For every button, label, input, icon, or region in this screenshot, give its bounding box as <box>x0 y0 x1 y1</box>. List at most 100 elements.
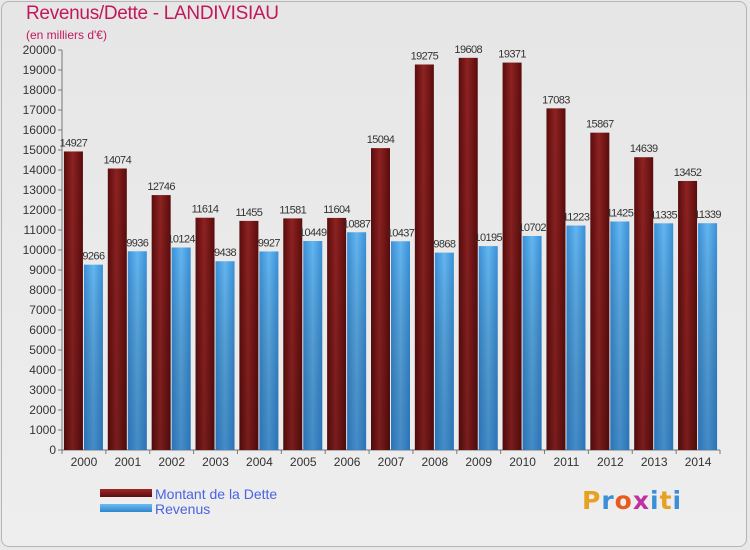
bar-revenus-shade <box>215 261 235 450</box>
y-tick-label: 20000 <box>23 43 57 57</box>
y-tick-label: 2000 <box>29 403 56 417</box>
data-label-revenus: 9266 <box>82 251 105 263</box>
bar-dette-shade <box>327 217 347 450</box>
bar-dette-shade <box>546 108 566 450</box>
data-label-revenus: 10887 <box>343 218 371 230</box>
logo-letter: x <box>632 486 650 515</box>
y-tick-label: 6000 <box>29 323 56 337</box>
bar-revenus-shade <box>698 223 718 450</box>
x-tick-label: 2002 <box>158 455 185 469</box>
logo-letter: P <box>582 486 602 515</box>
y-tick-label: 12000 <box>23 203 57 217</box>
y-tick-label: 5000 <box>29 343 56 357</box>
x-tick-label: 2010 <box>509 455 536 469</box>
chart-subtitle: (en milliers d'€) <box>26 28 107 42</box>
bar-dette-shade <box>239 220 259 450</box>
bar-revenus-shade <box>303 241 323 450</box>
data-label-dette: 19608 <box>454 44 482 56</box>
bar-dette-shade <box>678 180 698 450</box>
data-label-revenus: 10449 <box>299 227 327 239</box>
data-label-revenus: 10124 <box>167 234 195 246</box>
legend-swatch-dette <box>100 489 152 497</box>
bar-revenus-shade <box>127 251 147 450</box>
bar-revenus-shade <box>522 235 542 450</box>
bar-revenus-shade <box>171 247 191 450</box>
bar-revenus-shade <box>83 264 103 450</box>
logo-letter: o <box>614 486 633 515</box>
bar-revenus-shade <box>259 251 279 450</box>
data-label-revenus: 10195 <box>474 232 502 244</box>
bar-dette-shade <box>195 217 215 450</box>
x-tick-label: 2009 <box>465 455 492 469</box>
bar-dette-shade <box>590 132 610 450</box>
y-tick-label: 4000 <box>29 363 56 377</box>
bar-dette-shade <box>458 57 478 451</box>
proxiti-logo[interactable]: Proxiti <box>582 486 682 515</box>
data-label-revenus: 9927 <box>258 237 281 249</box>
bar-dette-shade <box>63 151 83 450</box>
x-tick-label: 2006 <box>334 455 361 469</box>
legend-label-dette: Montant de la Dette <box>155 486 278 502</box>
bar-dette-shade <box>371 148 390 450</box>
y-tick-label: 3000 <box>29 383 56 397</box>
y-tick-label: 17000 <box>23 103 57 117</box>
bar-dette-shade <box>634 157 654 450</box>
logo-letter: r <box>601 486 615 515</box>
x-tick-label: 2014 <box>685 455 712 469</box>
data-label-dette: 14639 <box>630 143 658 155</box>
bar-dette-shade <box>107 168 127 450</box>
y-tick-label: 19000 <box>23 63 57 77</box>
data-label-revenus: 9868 <box>433 239 456 251</box>
bar-dette-shade <box>414 64 434 450</box>
data-label-dette: 11581 <box>279 204 306 216</box>
bar-dette-shade <box>283 218 303 450</box>
x-tick-label: 2000 <box>71 455 98 469</box>
x-tick-label: 2004 <box>246 455 273 469</box>
data-label-revenus: 9936 <box>126 237 149 249</box>
y-tick-label: 13000 <box>23 183 57 197</box>
data-label-revenus: 10702 <box>518 222 546 234</box>
y-tick-label: 9000 <box>29 263 56 277</box>
data-label-revenus: 11425 <box>606 208 633 220</box>
data-label-revenus: 11223 <box>563 212 590 224</box>
y-tick-label: 7000 <box>29 303 56 317</box>
data-label-dette: 12746 <box>147 181 175 193</box>
x-tick-label: 2012 <box>597 455 624 469</box>
bar-revenus-shade <box>566 225 586 450</box>
y-tick-label: 16000 <box>23 123 57 137</box>
logo-letter: t <box>659 486 673 515</box>
legend-swatch-revenus <box>100 504 152 512</box>
legend-label-revenus: Revenus <box>155 501 211 517</box>
logo-letter: i <box>650 486 660 515</box>
y-tick-label: 14000 <box>23 163 57 177</box>
y-tick-label: 18000 <box>23 83 57 97</box>
data-label-revenus: 11335 <box>650 209 677 221</box>
chart-title: Revenus/Dette - LANDIVISIAU <box>26 3 279 24</box>
x-tick-label: 2013 <box>641 455 668 469</box>
x-tick-label: 2008 <box>422 455 449 469</box>
bar-dette-shade <box>151 195 171 450</box>
x-tick-label: 2011 <box>554 455 580 469</box>
y-tick-label: 11000 <box>24 223 57 237</box>
x-tick-label: 2001 <box>114 455 141 469</box>
y-tick-label: 15000 <box>23 143 57 157</box>
y-tick-label: 1000 <box>29 423 56 437</box>
bar-revenus-shade <box>391 241 410 450</box>
bar-revenus-shade <box>478 246 498 450</box>
x-tick-label: 2003 <box>202 455 229 469</box>
data-label-revenus: 10437 <box>387 227 415 239</box>
data-label-dette: 19275 <box>411 51 439 63</box>
data-label-dette: 11604 <box>323 204 350 216</box>
bar-revenus-shade <box>610 221 630 450</box>
data-label-dette: 17083 <box>542 94 570 106</box>
x-tick-label: 2007 <box>378 455 405 469</box>
data-label-dette: 11614 <box>192 204 219 216</box>
y-tick-label: 10000 <box>23 243 57 257</box>
data-label-dette: 14074 <box>104 155 132 167</box>
data-label-revenus: 9438 <box>214 247 237 259</box>
logo-letter: i <box>672 486 683 515</box>
data-label-dette: 13452 <box>674 167 702 179</box>
y-tick-label: 0 <box>49 443 56 457</box>
data-label-dette: 15094 <box>367 134 395 146</box>
